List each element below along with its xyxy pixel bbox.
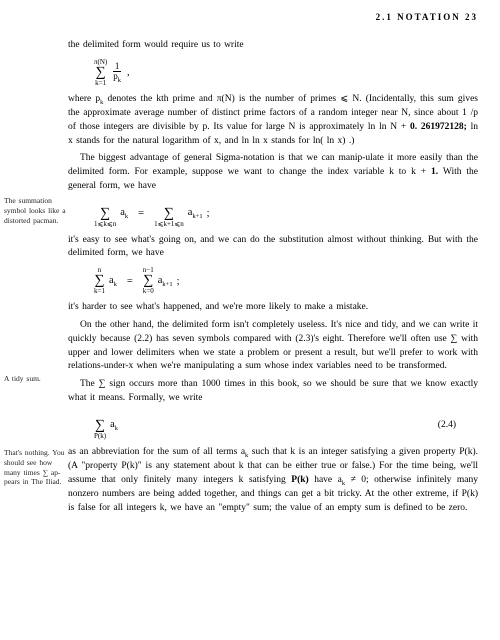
sigma-icon: ∑ [143, 274, 153, 288]
page-header: 2.1 NOTATION 23 [376, 12, 478, 22]
para-2: where pk denotes the kth prime and π(N) … [68, 93, 478, 149]
comma: , [127, 65, 130, 80]
formula-3: n ∑ k=1 ak = n−1 ∑ k=0 ak+1 ; [94, 267, 478, 295]
f2-r-bot: 1⩽k+1⩽n [154, 221, 184, 228]
para-4: it's easy to see what's going on, and we… [68, 234, 478, 262]
para-5b: On the other hand, the delimited form is… [68, 319, 478, 374]
para-5a: it's harder to see what's happened, and … [68, 301, 478, 315]
margin-note-1: The summation symbol looks like a distor… [4, 196, 66, 225]
para-7: as an abbreviation for the sum of all te… [68, 446, 478, 516]
sigma-icon: ∑ [164, 207, 174, 221]
sigma-icon: ∑ [94, 274, 104, 288]
margin-note-2: A tidy sum. [4, 374, 66, 384]
sigma-icon: ∑ [95, 419, 105, 433]
f1-den: pk [111, 72, 123, 84]
sigma-icon: ∑ [100, 207, 110, 221]
para-3: The biggest advantage of general Sigma-n… [68, 152, 478, 193]
para-6: The ∑ sign occurs more than 1000 times i… [68, 378, 478, 406]
f1-bot: k=1 [95, 80, 106, 87]
para-1: the delimited form would require us to w… [68, 39, 478, 53]
formula-1: π(N) ∑ k=1 1 pk , [94, 59, 478, 87]
formula-2: ∑ 1⩽k⩽n ak = ∑ 1⩽k+1⩽n ak+1 ; [94, 200, 478, 228]
formula-4: ∑ P(k) ak (2.4) [94, 412, 478, 440]
margin-note-3: That's nothing. You should see how many … [4, 448, 66, 487]
sigma-icon: ∑ [96, 66, 106, 80]
f2-l-bot: 1⩽k⩽n [94, 221, 116, 228]
equation-number: (2.4) [438, 419, 456, 433]
